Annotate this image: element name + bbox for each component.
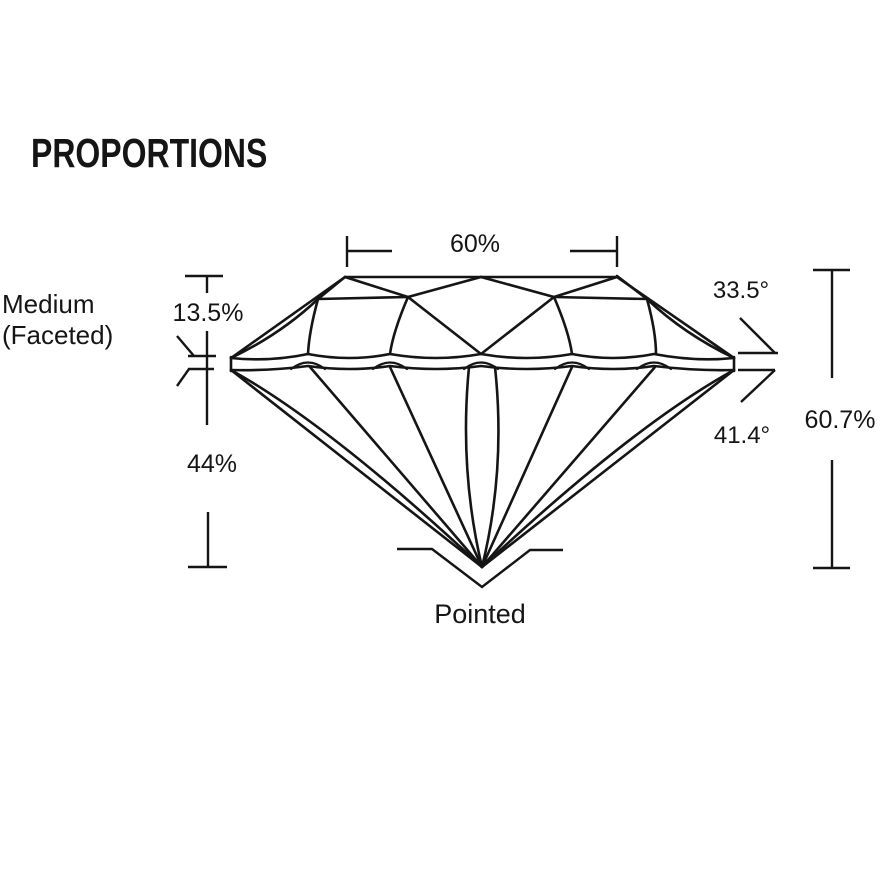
diamond-profile <box>229 274 736 569</box>
pavilion-depth-label: 44% <box>186 450 238 478</box>
pavilion-angle-label: 41.4° <box>713 422 771 449</box>
pavilion-angle-indicator <box>738 368 776 403</box>
table-width-dimension <box>345 236 619 267</box>
crown-angle-label: 33.5° <box>712 277 770 304</box>
table-width-label: 60% <box>449 230 501 258</box>
total-depth-dimension <box>813 268 850 570</box>
diamond-crown <box>229 274 736 360</box>
page-title: PROPORTIONS <box>31 130 268 176</box>
diamond-pavilion <box>229 365 736 569</box>
crown-height-dimension <box>185 274 223 425</box>
dimension-marks <box>176 236 850 589</box>
pavilion-depth-dimension <box>188 512 227 569</box>
total-depth-label: 60.7% <box>804 406 876 434</box>
girdle-thickness-marks <box>176 335 216 387</box>
crown-angle-indicator <box>738 317 778 355</box>
girdle-thickness-label-line2: (Faceted) <box>2 320 114 350</box>
diamond-girdle <box>229 352 736 373</box>
crown-height-label: 13.5% <box>172 299 244 327</box>
culet-label: Pointed <box>434 599 526 629</box>
culet-bracket <box>397 547 563 589</box>
girdle-thickness-label: Medium (Faceted) <box>2 289 113 351</box>
girdle-thickness-label-line1: Medium <box>2 289 95 319</box>
